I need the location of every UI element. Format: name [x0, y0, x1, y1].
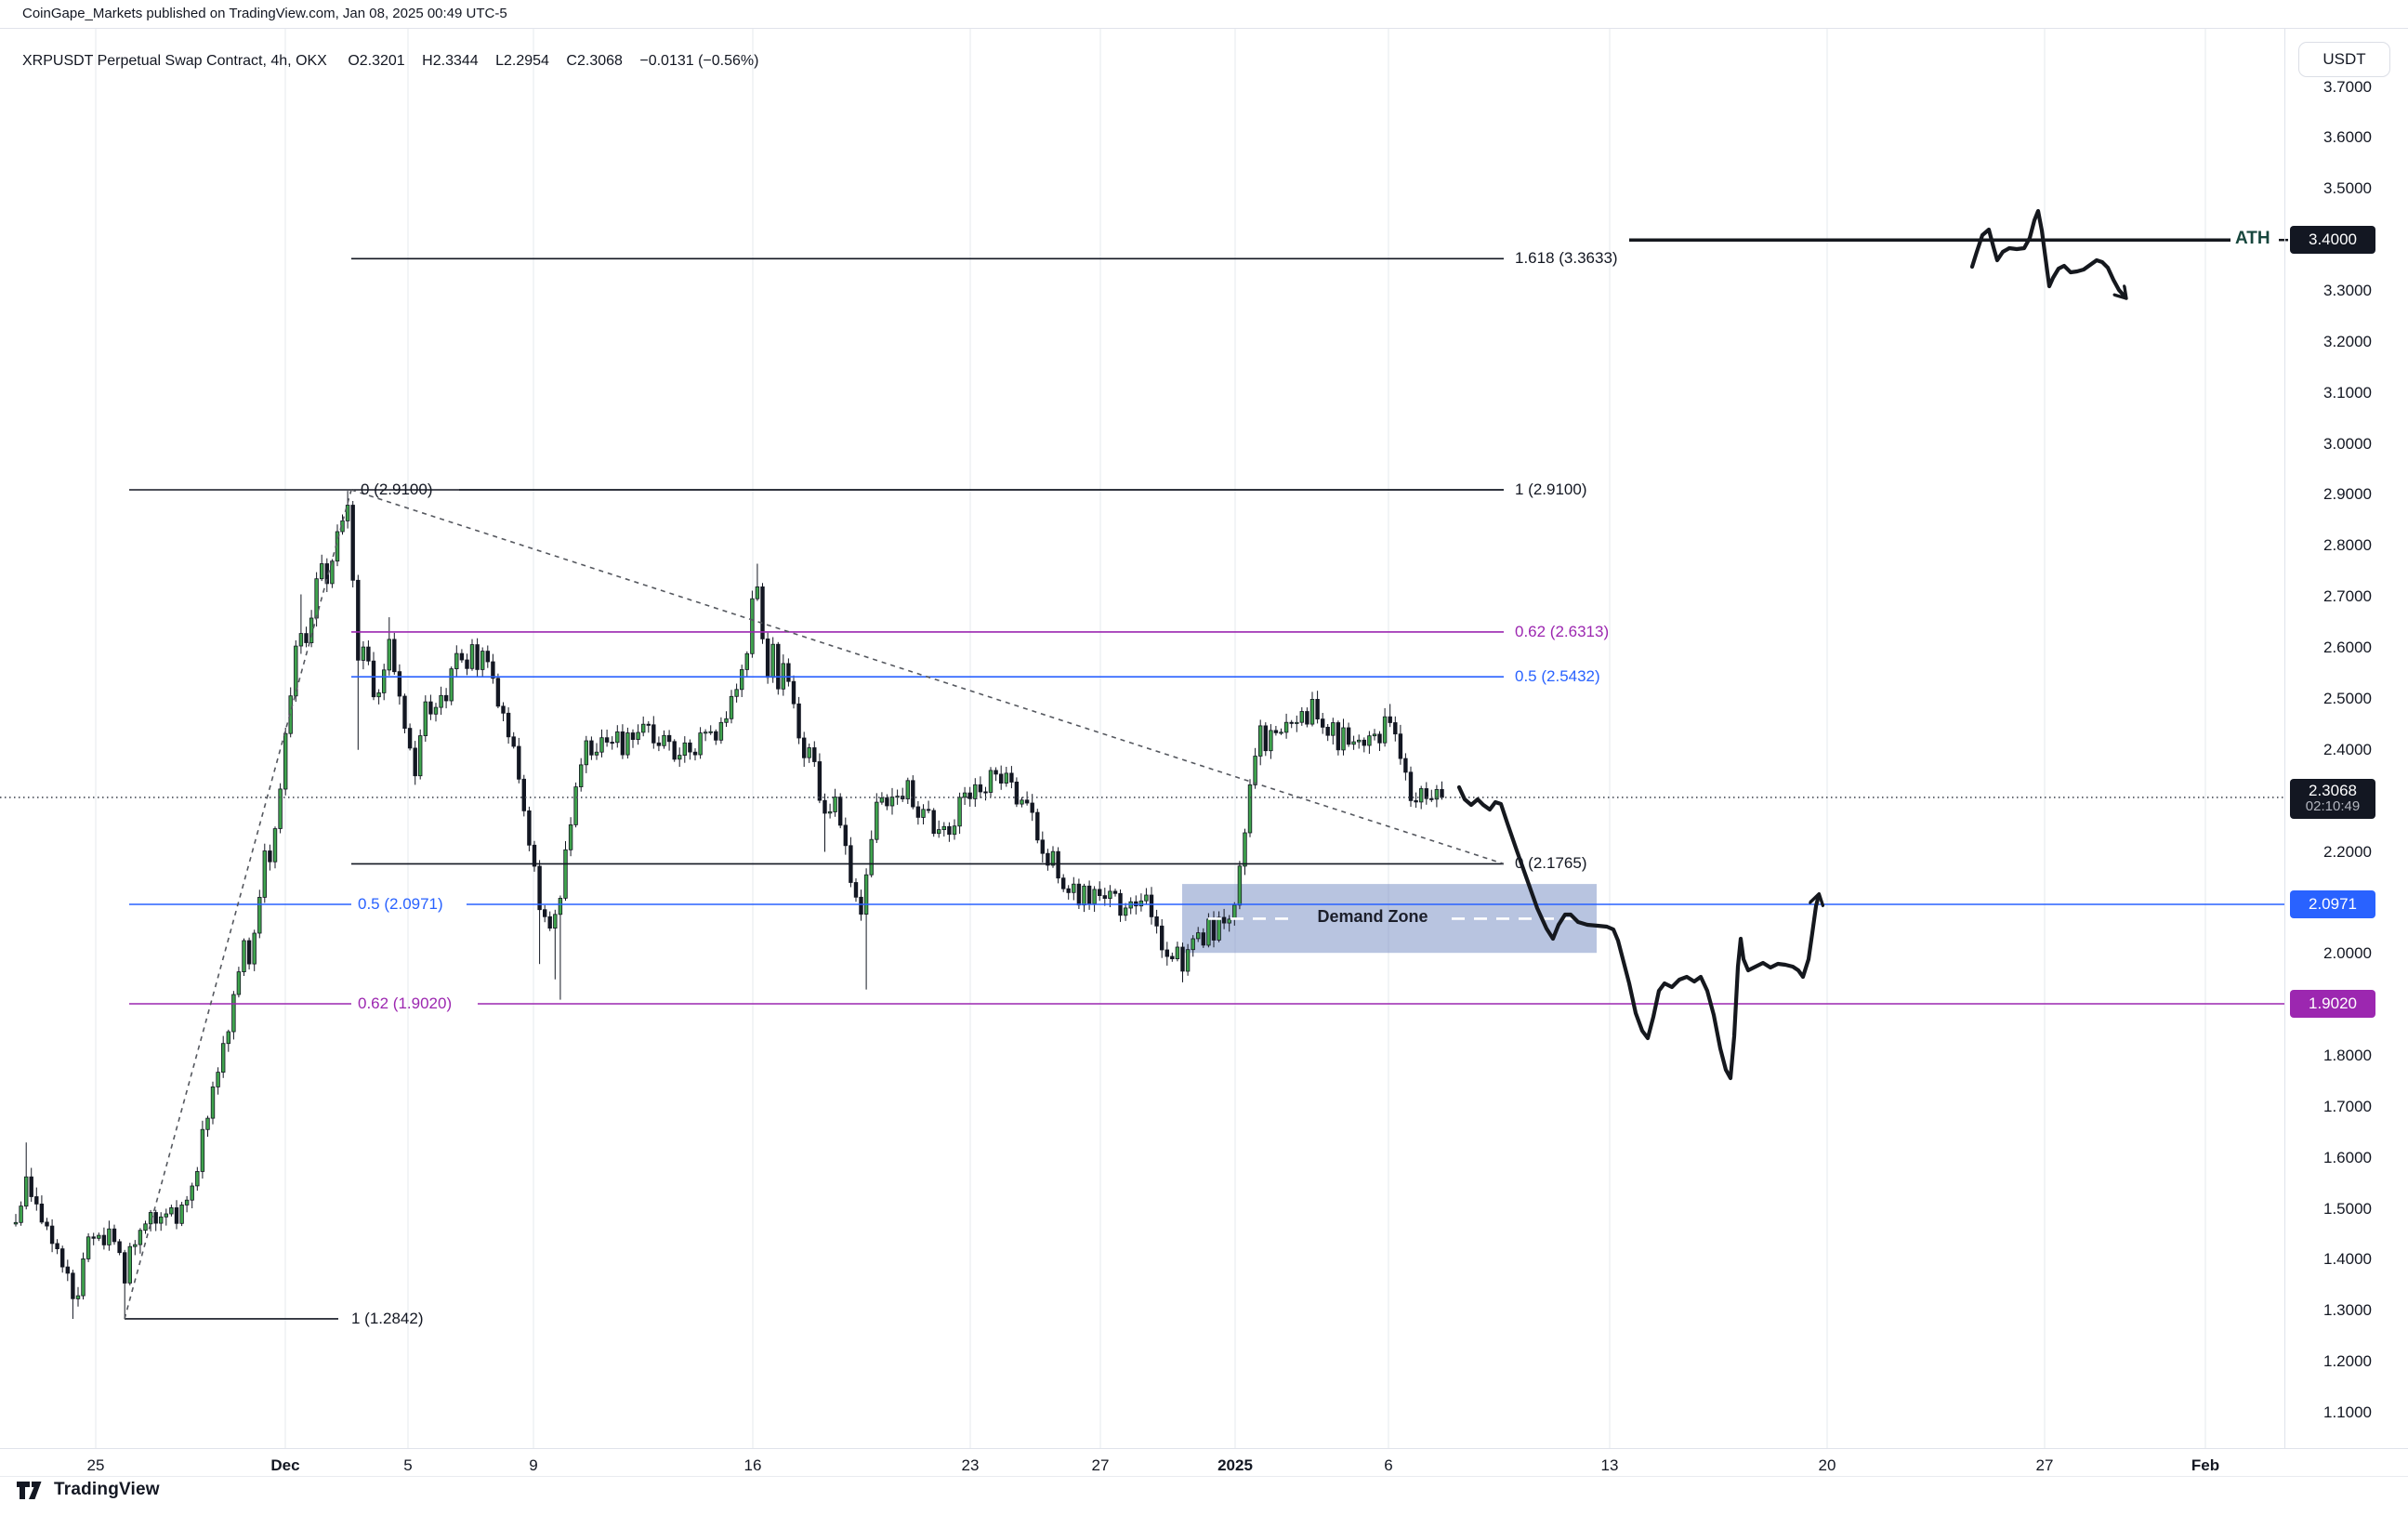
price-tick: 1.5000 — [2323, 1199, 2372, 1218]
price-tick: 3.6000 — [2323, 128, 2372, 147]
time-tick: 27 — [2035, 1456, 2054, 1474]
low-label: L — [495, 53, 505, 69]
price-tick: 3.0000 — [2323, 434, 2372, 453]
tradingview-attribution[interactable]: TradingView — [17, 1480, 160, 1500]
time-tick: 27 — [1091, 1456, 1110, 1474]
price-tick: 3.3000 — [2323, 282, 2372, 300]
price-tick: 2.8000 — [2323, 536, 2372, 555]
close-label: C — [566, 53, 577, 69]
price-tick: 2.6000 — [2323, 639, 2372, 657]
price-tick: 3.1000 — [2323, 383, 2372, 402]
open-label: O — [348, 53, 360, 69]
change-value: −0.0131 (−0.56%) — [639, 53, 759, 69]
close-value: 2.3068 — [576, 53, 623, 69]
tradingview-logo-icon — [17, 1481, 42, 1499]
breakdown-projection-path[interactable] — [1456, 784, 1819, 1081]
time-tick: 23 — [961, 1456, 980, 1474]
time-tick: 13 — [1600, 1456, 1619, 1474]
header-divider — [0, 28, 2408, 29]
time-tick: Dec — [270, 1456, 300, 1474]
price-tick: 1.4000 — [2323, 1250, 2372, 1269]
price-tick: 3.2000 — [2323, 332, 2372, 350]
time-tick: 9 — [529, 1456, 538, 1474]
price-tick: 2.7000 — [2323, 587, 2372, 606]
price-tick: 2.4000 — [2323, 740, 2372, 758]
price-tick: 2.2000 — [2323, 842, 2372, 861]
price-tick: 3.7000 — [2323, 77, 2372, 96]
high-label: H — [422, 53, 433, 69]
demand-zone-rect — [1182, 884, 1597, 954]
tradingview-wordmark: TradingView — [54, 1480, 160, 1499]
last-price-badge: 2.3068 02:10:49 — [2290, 778, 2375, 819]
time-tick: 5 — [403, 1456, 413, 1474]
ath-rejection-path[interactable] — [1969, 208, 2125, 297]
currency-toggle-button[interactable]: USDT — [2298, 42, 2390, 77]
time-tick: 2025 — [1217, 1456, 1253, 1474]
fib-retracement-high-to-low[interactable] — [350, 257, 1505, 865]
open-value: 2.3201 — [359, 53, 405, 69]
time-tick: 16 — [743, 1456, 762, 1474]
price-tick: 1.7000 — [2323, 1097, 2372, 1115]
price-axis-divider — [2284, 28, 2285, 1448]
time-axis-divider — [0, 1448, 2408, 1449]
price-tick: 1.6000 — [2323, 1148, 2372, 1166]
price-tick: 1.3000 — [2323, 1301, 2372, 1320]
low-value: 2.2954 — [504, 53, 549, 69]
price-tick: 3.5000 — [2323, 179, 2372, 198]
fib-05-badge: 2.0971 — [2290, 889, 2375, 918]
price-tick: 1.8000 — [2323, 1046, 2372, 1064]
publish-header: CoinGape_Markets published on TradingVie… — [22, 6, 507, 21]
fib-062-badge: 1.9020 — [2290, 989, 2375, 1018]
price-tick: 2.5000 — [2323, 689, 2372, 707]
ath-badge: 3.4000 — [2290, 226, 2375, 255]
time-tick: 25 — [86, 1456, 105, 1474]
bottom-frame-line — [0, 1476, 2408, 1477]
price-tick: 1.2000 — [2323, 1352, 2372, 1371]
price-tick: 2.9000 — [2323, 485, 2372, 504]
symbol-title: XRPUSDT Perpetual Swap Contract, 4h, OKX — [22, 53, 327, 69]
price-tick: 2.0000 — [2323, 944, 2372, 963]
symbol-title-row: XRPUSDT Perpetual Swap Contract, 4h, OKX… — [22, 50, 771, 72]
time-tick: 20 — [1818, 1456, 1836, 1474]
time-tick: 6 — [1384, 1456, 1393, 1474]
time-tick: Feb — [2191, 1456, 2220, 1474]
high-value: 2.3344 — [432, 53, 479, 69]
fib-retracement-low-to-high[interactable] — [124, 489, 2284, 1320]
price-tick: 1.1000 — [2323, 1403, 2372, 1421]
